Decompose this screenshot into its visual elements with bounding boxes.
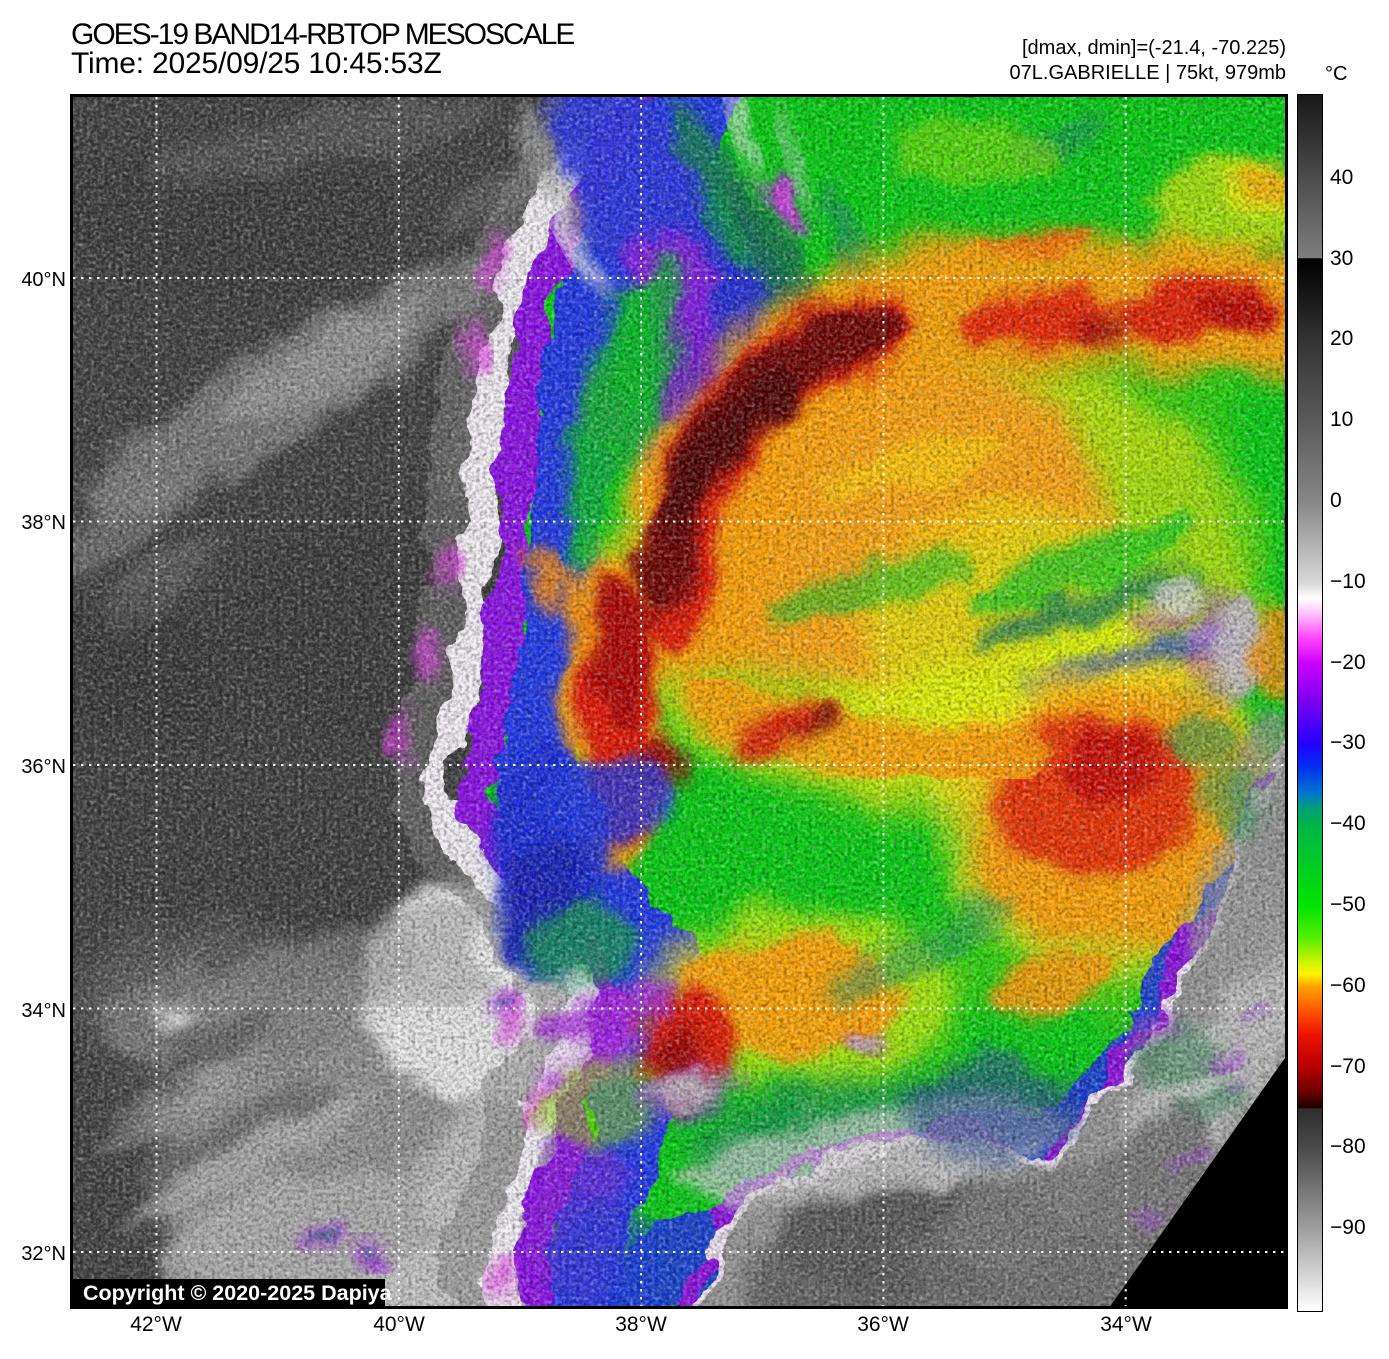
svg-text:Copyright © 2020-2025 Dapiya: Copyright © 2020-2025 Dapiya (83, 1281, 393, 1305)
